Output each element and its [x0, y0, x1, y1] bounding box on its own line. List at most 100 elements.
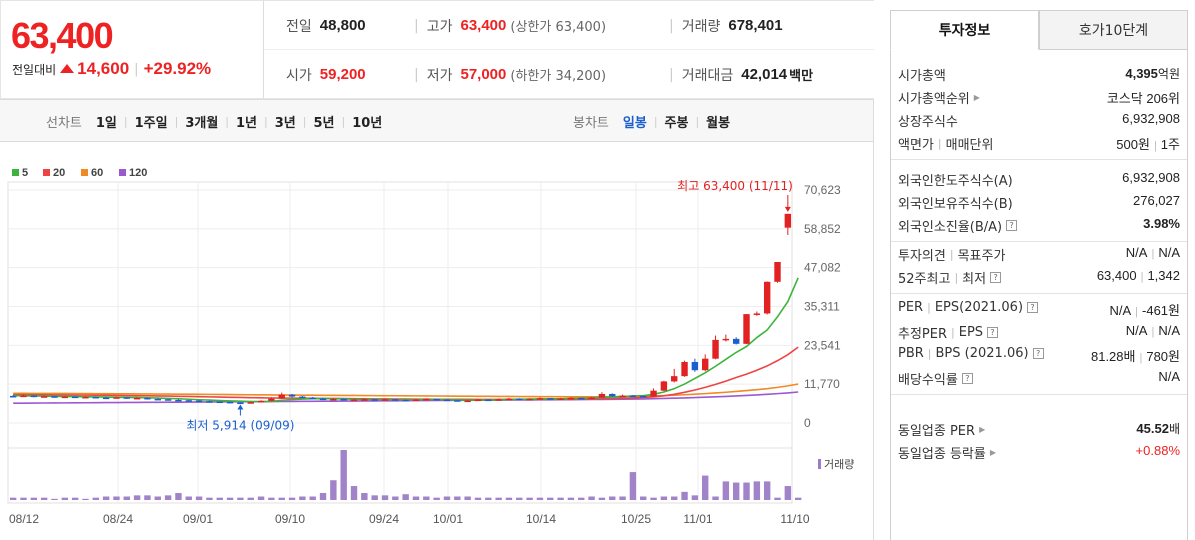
volume-bar	[299, 496, 306, 500]
info-value-text: 6,932,908	[1122, 170, 1180, 185]
line-period-6[interactable]: 10년	[352, 116, 383, 131]
help-icon[interactable]: ?	[990, 272, 1002, 283]
info-key: 시가총액순위 ▶	[898, 88, 980, 107]
candle-body	[423, 398, 430, 401]
candle-body	[247, 402, 254, 404]
legend-label: 60	[91, 167, 103, 179]
candle-body	[113, 397, 120, 399]
candle-body	[495, 399, 502, 401]
divider: |	[1135, 306, 1139, 318]
candle-period-1[interactable]: 주봉	[664, 116, 689, 131]
help-icon[interactable]: ?	[1032, 348, 1044, 359]
line-period-0[interactable]: 1일	[95, 116, 117, 131]
low-annotation: 최저 5,914 (09/09)	[186, 418, 294, 432]
legend-swatch	[81, 169, 88, 176]
volume-bar	[20, 497, 27, 500]
info-value-text: 500원	[1116, 137, 1150, 152]
info-value-text: 6,932,908	[1122, 111, 1180, 126]
info-group-2: 외국인한도주식수(A) 6,932,908 외국인보유주식수(B) 276,027 외국…	[891, 160, 1187, 242]
legend-swatch	[119, 169, 126, 176]
candle-chart-periods: 봉차트 일봉 | 주봉 | 월봉	[573, 100, 730, 143]
stat-trade-amount: | 거래대금 42,014 백만	[669, 66, 814, 84]
volume-bar	[609, 496, 616, 500]
info-unit: 억원	[1157, 67, 1180, 81]
chevron-right-icon[interactable]: ▶	[989, 448, 997, 457]
candle-period-2[interactable]: 월봉	[706, 116, 731, 131]
info-value-text: N/A	[1125, 245, 1148, 260]
line-period-1[interactable]: 1주일	[134, 116, 168, 131]
info-key-text: 상장주식수	[898, 115, 958, 130]
volume-bar	[681, 491, 688, 500]
info-value-text: N/A	[1125, 323, 1148, 338]
candle-body	[536, 398, 544, 400]
divider: |	[949, 248, 954, 261]
tab-orderbook-10[interactable]: 호가10단계	[1039, 10, 1188, 50]
y-tick-label: 47,082	[804, 261, 841, 275]
line-period-5[interactable]: 5년	[313, 116, 335, 131]
candle-period-0[interactable]: 일봉	[622, 116, 647, 131]
divider: |	[951, 326, 955, 339]
volume-bar	[464, 496, 471, 500]
tab-invest-info[interactable]: 투자정보	[890, 10, 1039, 50]
volume-bar	[154, 496, 161, 500]
info-key: 시가총액	[898, 65, 946, 84]
legend-label: 5	[22, 167, 28, 179]
info-key: 외국인보유주식수(B)	[898, 193, 1013, 212]
chart-svg: 70,623 58,852 47,082 35,311 23,541 11,770 0 08/…	[7, 167, 854, 526]
chevron-right-icon[interactable]: ▶	[973, 93, 980, 102]
chevron-right-icon[interactable]: ▶	[979, 425, 986, 434]
info-value-text: 3.98%	[1143, 216, 1180, 231]
info-key-text: 외국인보유주식수(B)	[898, 197, 1013, 212]
info-row: 배당수익률? N/A	[891, 365, 1187, 388]
info-value: N/A | N/A	[1126, 323, 1180, 338]
candle-body	[102, 397, 110, 400]
volume-bar	[619, 496, 626, 500]
candle-body	[278, 394, 285, 399]
volume-bar	[61, 497, 69, 500]
candle-body	[40, 396, 48, 398]
x-tick-label: 09/10	[275, 512, 305, 526]
volume-bar	[495, 497, 502, 500]
candle-body	[619, 395, 626, 398]
help-icon[interactable]: ?	[987, 327, 999, 338]
x-tick-label: 10/14	[526, 512, 556, 526]
candle-body	[485, 399, 492, 402]
change-rate: +29.92%	[143, 59, 212, 78]
help-icon[interactable]: ?	[1027, 302, 1039, 313]
divider: |	[695, 115, 700, 128]
candle-body	[505, 398, 513, 401]
volume-bar	[691, 495, 699, 500]
volume-bar	[40, 497, 48, 500]
volume-bar	[443, 496, 451, 500]
line-period-3[interactable]: 1년	[236, 116, 258, 131]
candle-body	[753, 313, 761, 315]
volume-bar	[319, 493, 327, 500]
help-icon[interactable]: ?	[1006, 220, 1018, 231]
info-key-text: 동일업종 등락률	[898, 447, 986, 462]
price-plot-frame	[7, 181, 793, 449]
line-chart-title: 선차트	[46, 116, 82, 131]
candle-body	[609, 393, 616, 397]
info-value-text: 63,400	[1096, 268, 1137, 283]
legend-swatch	[12, 169, 19, 176]
info-value: 4,395억원	[1125, 65, 1180, 82]
volume-bar	[9, 497, 17, 500]
divider: |	[1151, 326, 1155, 338]
candle-body	[371, 399, 378, 401]
candle-body	[299, 396, 306, 399]
divider: |	[927, 347, 932, 360]
volume-bar	[423, 496, 430, 500]
line-period-2[interactable]: 3개월	[185, 116, 219, 131]
info-key-text: 투자의견	[898, 249, 946, 264]
y-tick-label: 0	[804, 416, 811, 430]
candle-body	[640, 395, 647, 398]
volume-bar	[226, 497, 234, 500]
info-row: PER | EPS(2021.06)? N/A | -461원	[891, 296, 1187, 319]
candle-body	[433, 398, 440, 401]
info-row: 52주최고 | 최저? 63,400 | 1,342	[891, 264, 1187, 287]
candle-body	[763, 281, 771, 314]
volume-bar	[206, 497, 213, 500]
divider: |	[1140, 271, 1144, 283]
help-icon[interactable]: ?	[961, 373, 973, 384]
line-period-4[interactable]: 3년	[274, 116, 296, 131]
